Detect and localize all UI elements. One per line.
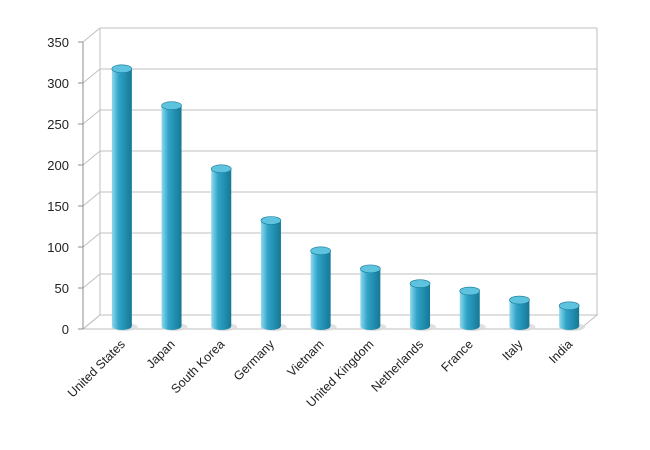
x-tick-label: India [546, 337, 575, 366]
grid-layer [82, 27, 597, 330]
bar [310, 246, 337, 331]
bar-body [260, 220, 281, 330]
bar-top [161, 101, 182, 110]
bar-body [410, 283, 431, 330]
bar [111, 64, 138, 331]
x-tick-label: Japan [144, 337, 178, 371]
gridline-side [82, 191, 101, 207]
x-tick-label: South Korea [168, 337, 227, 396]
gridline-side [82, 109, 101, 125]
bar [360, 264, 387, 331]
bar [409, 279, 437, 331]
bar-top [558, 301, 580, 311]
bar [459, 286, 486, 331]
y-tick-label: 300 [47, 76, 69, 91]
bar [509, 295, 536, 331]
x-tick-label: Netherlands [369, 337, 427, 395]
bar-body [310, 250, 331, 330]
y-tick-label: 100 [47, 240, 69, 255]
bar-top [111, 64, 133, 74]
gridline-side [82, 232, 101, 248]
x-tick-label: Vietnam [285, 337, 327, 379]
gridline-side [82, 273, 101, 289]
bar-body [161, 105, 182, 330]
bar [161, 101, 188, 331]
bar-body [509, 300, 530, 330]
bar-top [210, 164, 232, 174]
x-tick-label: Germany [231, 337, 278, 384]
bar [210, 164, 238, 331]
bar [558, 301, 586, 331]
y-tick-label: 200 [47, 158, 69, 173]
bar-body [559, 305, 580, 330]
x-tick-label: United States [65, 337, 128, 400]
bar-top [409, 279, 431, 288]
bar-body [211, 168, 232, 330]
bar-body [459, 291, 480, 330]
x-tick-label: France [438, 337, 475, 374]
axis-layer [78, 28, 599, 330]
bar-body [360, 268, 381, 330]
bar-layer [111, 64, 586, 331]
bar-top [360, 264, 381, 274]
gridline-side [82, 150, 101, 166]
bar-body [111, 68, 132, 331]
y-tick-label: 350 [47, 35, 69, 50]
y-tick-label: 50 [55, 281, 69, 296]
bar-top [310, 246, 331, 256]
y-tick-label: 150 [47, 199, 69, 214]
gridline-side [82, 27, 101, 43]
y-tick-label: 250 [47, 117, 69, 132]
gridline-side [82, 68, 101, 84]
y-tick-label: 0 [62, 322, 69, 337]
x-tick-label: Italy [499, 337, 526, 364]
bar [260, 216, 287, 331]
bar-top [260, 216, 282, 225]
bar-top [459, 286, 481, 296]
bar-top [509, 295, 530, 305]
